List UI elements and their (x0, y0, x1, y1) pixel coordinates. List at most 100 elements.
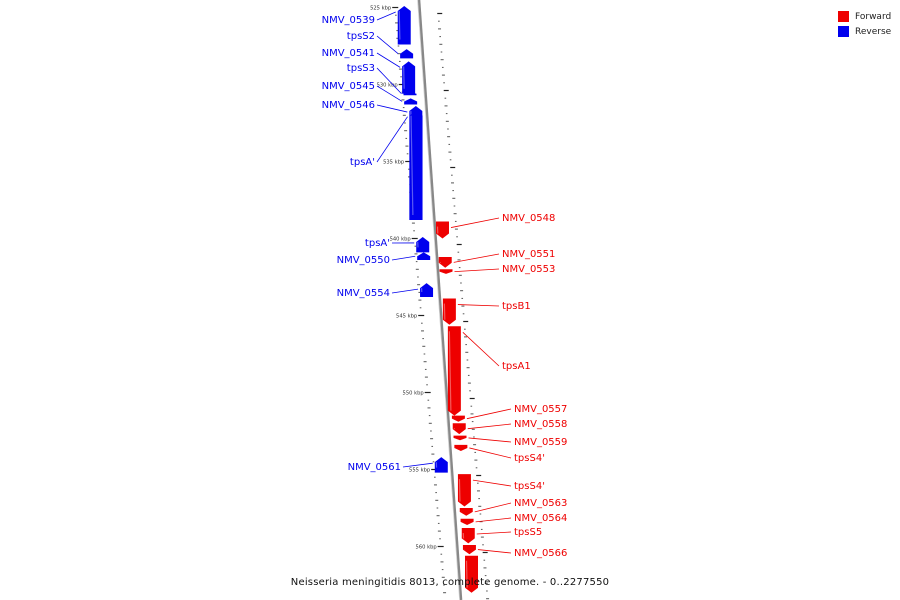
gene-label: NMV_0546 (322, 100, 375, 111)
gene-label: NMV_0541 (322, 48, 375, 59)
gene-arrow[interactable] (397, 5, 411, 45)
gene-label: tpsA' (350, 157, 375, 168)
label-leader (450, 217, 500, 228)
gene-label: NMV_0561 (348, 462, 401, 473)
gene-label: tpsS4' (514, 481, 545, 492)
gene-arrow[interactable] (451, 415, 465, 422)
label-leader (469, 447, 512, 459)
label-leader (454, 268, 500, 273)
label-leader (376, 52, 401, 68)
gene-label: NMV_0557 (514, 404, 567, 415)
gene-label: NMV_0563 (514, 498, 567, 509)
gene-label: NMV_0539 (322, 15, 375, 26)
gene-label: NMV_0566 (514, 548, 567, 559)
genome-caption: Neisseria meningitidis 8013, complete ge… (290, 577, 610, 588)
gene-arrow[interactable] (452, 423, 466, 435)
legend-item-forward: Forward (838, 9, 891, 24)
label-leader (376, 35, 399, 55)
gene-arrow[interactable] (400, 49, 414, 59)
gene-highlight (465, 560, 468, 588)
label-leader (472, 479, 512, 487)
label-leader (476, 531, 512, 535)
gene-highlight (403, 66, 405, 89)
gene-label: tpsA1 (502, 361, 531, 372)
gene-label: tpsS5 (514, 527, 542, 538)
reverse-swatch (838, 26, 849, 37)
tick-label: 555 kbp (409, 468, 431, 474)
label-leader (474, 502, 512, 513)
gene-label: tpsS4' (514, 453, 545, 464)
gene-label: NMV_0553 (502, 264, 555, 275)
label-leader (466, 408, 512, 420)
label-leader (457, 304, 500, 307)
gene-arrow[interactable] (416, 236, 430, 253)
label-leader (462, 331, 500, 367)
tick-label: 530 kbp (377, 83, 399, 89)
legend: Forward Reverse (838, 9, 891, 39)
gene-label: NMV_0558 (514, 419, 567, 430)
gene-label: NMV_0548 (502, 213, 555, 224)
gene-label: tpsS3 (347, 63, 375, 74)
gene-arrow[interactable] (417, 252, 431, 261)
gene-labels: NMV_0539 tpsS2 NMV_0541 tpsS3 NMV_0545 NMV_05… (322, 11, 567, 559)
gene-label: NMV_0559 (514, 437, 567, 448)
gene-arrow[interactable] (454, 444, 468, 452)
gene-arrow[interactable] (402, 61, 416, 94)
gene-arrow[interactable] (438, 256, 452, 268)
gene-arrow[interactable] (442, 298, 456, 325)
gene-label: tpsB1 (502, 301, 531, 312)
label-leader (376, 116, 408, 163)
label-leader (475, 517, 512, 523)
gene-highlight (398, 10, 401, 40)
gene-arrow[interactable] (465, 555, 479, 593)
gene-arrow[interactable] (457, 474, 471, 507)
gene-arrow[interactable] (403, 92, 417, 96)
label-leader (468, 437, 512, 443)
legend-label-forward: Forward (855, 11, 892, 22)
gene-arrow[interactable] (461, 528, 475, 544)
genome-backbone (417, 0, 463, 600)
gene-label: NMV_0545 (322, 81, 375, 92)
label-leader (376, 67, 402, 95)
label-leader (376, 104, 408, 113)
gene-arrow[interactable] (453, 435, 467, 441)
backbone-shadow (417, 0, 460, 600)
tick-label: 560 kbp (416, 545, 438, 551)
gene-arrow[interactable] (434, 457, 448, 473)
gene-label: tpsS2 (347, 31, 375, 42)
gene-highlight (458, 479, 461, 502)
tick-label: 525 kbp (370, 6, 392, 12)
legend-label-reverse: Reverse (855, 26, 892, 37)
gene-arrow[interactable] (420, 283, 434, 298)
forward-swatch (838, 11, 849, 22)
tick-label: 535 kbp (383, 160, 405, 166)
gene-highlight (410, 115, 414, 216)
label-leader (467, 423, 512, 430)
tick-label: 550 kbp (403, 391, 425, 397)
gene-arrow[interactable] (404, 98, 418, 105)
legend-item-reverse: Reverse (838, 24, 891, 39)
gene-track (397, 5, 479, 593)
gene-highlight (448, 331, 452, 411)
gene-label: NMV_0554 (337, 288, 390, 299)
gene-arrow[interactable] (439, 269, 453, 274)
label-leader (391, 288, 419, 294)
gene-arrow[interactable] (447, 326, 461, 416)
gene-arrow[interactable] (459, 508, 473, 516)
gene-label: NMV_0564 (514, 513, 567, 524)
gene-arrow[interactable] (435, 221, 449, 239)
label-leader (376, 85, 403, 102)
gene-label: NMV_0550 (337, 255, 390, 266)
label-leader (376, 11, 396, 21)
gene-label: tpsA' (365, 238, 390, 249)
tick-label: 545 kbp (396, 314, 418, 320)
gene-arrow[interactable] (409, 110, 423, 221)
gene-arrow[interactable] (460, 518, 474, 525)
gene-arrow[interactable] (462, 544, 476, 555)
label-leader (391, 255, 416, 261)
label-leader (402, 462, 433, 468)
gene-label: NMV_0551 (502, 249, 555, 260)
label-leader (453, 253, 500, 263)
backbone-line (417, 0, 463, 600)
